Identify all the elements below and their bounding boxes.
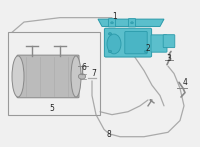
Text: 4: 4	[183, 78, 187, 87]
Text: 6: 6	[82, 63, 86, 72]
Text: 8: 8	[107, 130, 111, 139]
Circle shape	[131, 22, 133, 24]
Ellipse shape	[71, 56, 81, 97]
Ellipse shape	[12, 56, 24, 97]
Text: 1: 1	[113, 12, 117, 21]
FancyBboxPatch shape	[125, 31, 147, 54]
FancyBboxPatch shape	[163, 35, 175, 48]
Circle shape	[108, 50, 112, 53]
FancyBboxPatch shape	[17, 55, 79, 98]
FancyBboxPatch shape	[128, 19, 136, 27]
Text: 7: 7	[92, 69, 96, 78]
FancyBboxPatch shape	[108, 19, 116, 27]
Ellipse shape	[107, 34, 121, 54]
Text: 2: 2	[146, 44, 150, 53]
Circle shape	[111, 22, 113, 24]
Circle shape	[78, 74, 86, 79]
FancyBboxPatch shape	[104, 28, 152, 57]
Text: 5: 5	[50, 104, 54, 113]
FancyBboxPatch shape	[151, 35, 167, 52]
Text: 3: 3	[167, 54, 171, 63]
Polygon shape	[98, 19, 164, 26]
Bar	[8, 32, 100, 115]
Circle shape	[108, 33, 112, 35]
Circle shape	[144, 50, 148, 53]
